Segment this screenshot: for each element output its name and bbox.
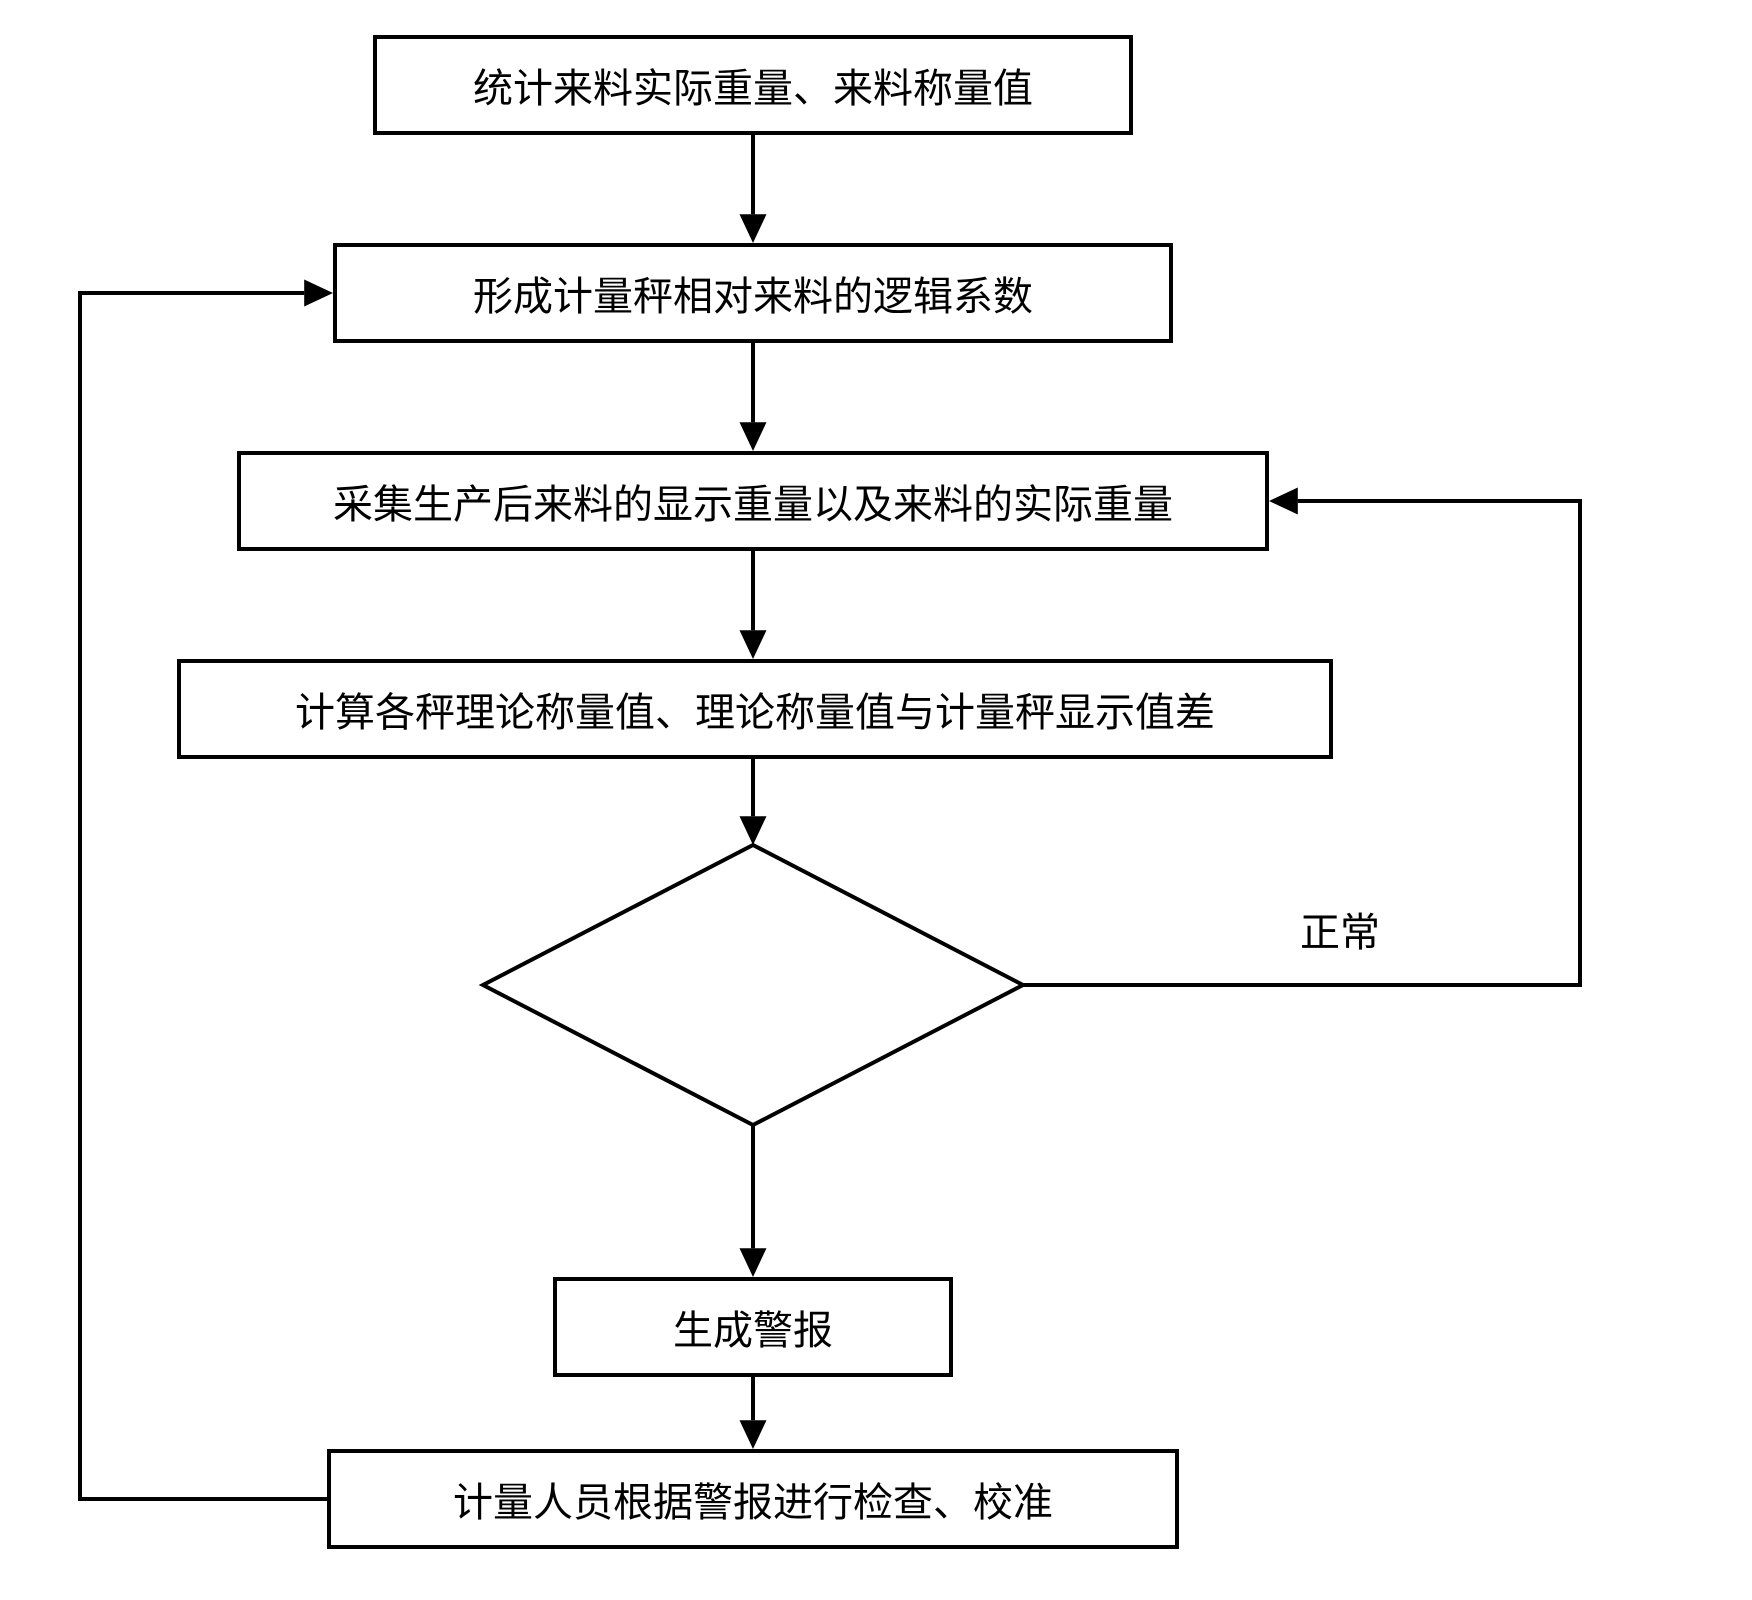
node-generate-alarm: 生成警报 xyxy=(553,1277,953,1377)
node-label: 采集生产后来料的显示重量以及来料的实际重量 xyxy=(333,472,1173,530)
node-label: 生成警报 xyxy=(673,1298,833,1356)
diamond-text: 将差按SPC进行 判定 xyxy=(483,845,1023,1125)
node-collect-weights: 采集生产后来料的显示重量以及来料的实际重量 xyxy=(237,451,1269,551)
diamond-line2: 判定 xyxy=(713,985,793,1043)
node-label: 计算各秤理论称量值、理论称量值与计量秤显示值差 xyxy=(295,680,1215,738)
node-label: 计量人员根据警报进行检查、校准 xyxy=(453,1470,1053,1528)
node-inspect-calibrate: 计量人员根据警报进行检查、校准 xyxy=(327,1449,1179,1549)
node-form-coefficient: 形成计量秤相对来料的逻辑系数 xyxy=(333,243,1173,343)
node-label: 统计来料实际重量、来料称量值 xyxy=(473,56,1033,114)
node-label: 形成计量秤相对来料的逻辑系数 xyxy=(473,264,1033,322)
node-calc-difference: 计算各秤理论称量值、理论称量值与计量秤显示值差 xyxy=(177,659,1333,759)
edge-label-normal: 正常 xyxy=(1300,900,1380,958)
diamond-line1: 将差按SPC进行 xyxy=(617,927,888,985)
flowchart-canvas: 统计来料实际重量、来料称量值 形成计量秤相对来料的逻辑系数 采集生产后来料的显示… xyxy=(0,0,1752,1600)
node-statistics: 统计来料实际重量、来料称量值 xyxy=(373,35,1133,135)
